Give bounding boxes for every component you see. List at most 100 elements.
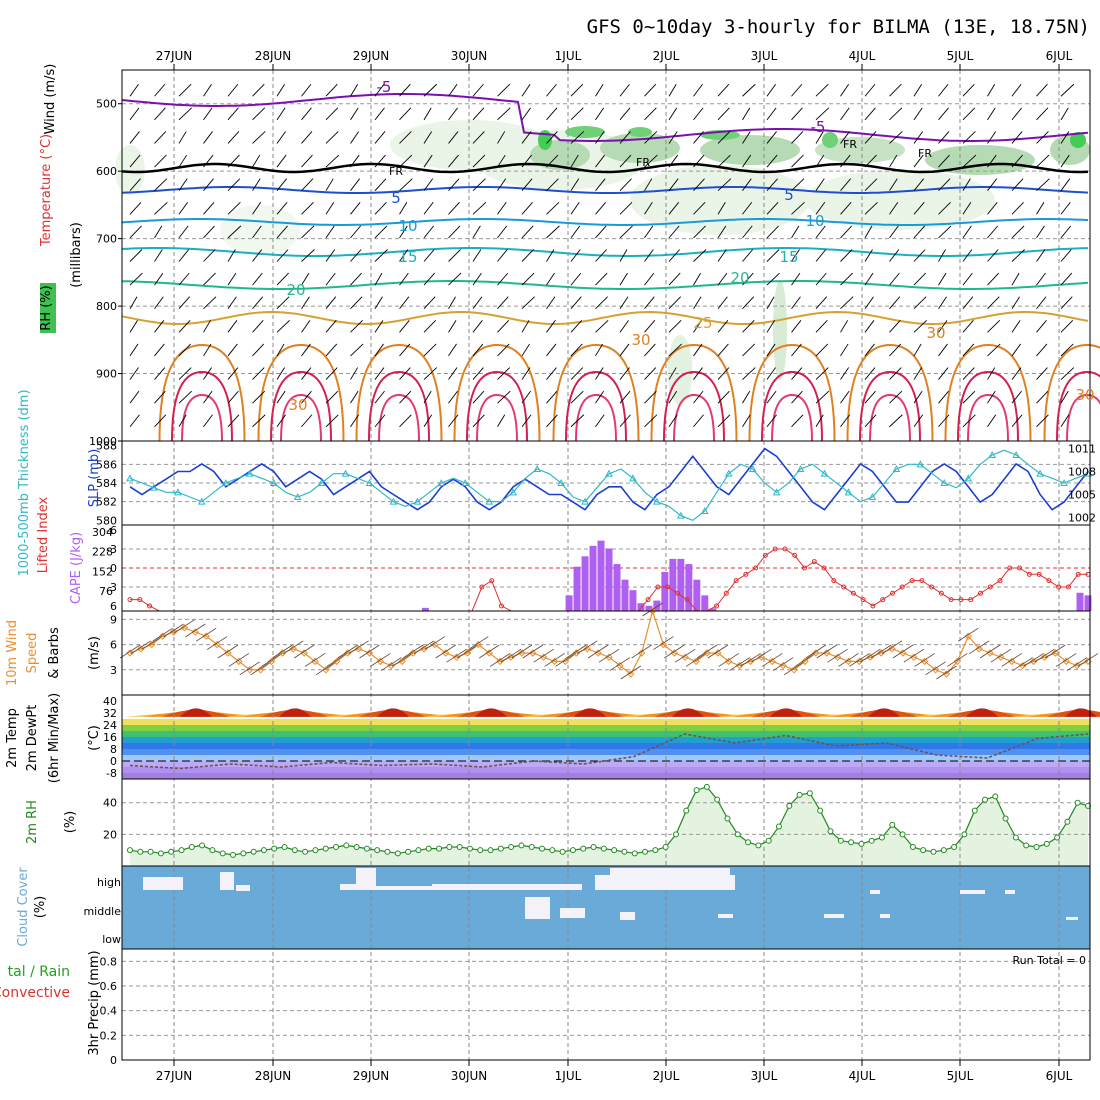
wind-barb: [472, 320, 483, 333]
wind-barb: [276, 343, 285, 357]
wind-barb: [497, 83, 511, 97]
rh2m-point: [559, 848, 566, 855]
wind-barb: [350, 107, 359, 121]
wind-barb: [595, 272, 608, 286]
date-label-top: 28JUN: [255, 49, 292, 63]
wind-barb: [276, 131, 286, 144]
wind-barb: [423, 296, 436, 310]
rh2m-point: [940, 847, 947, 854]
wind-barb: [1036, 296, 1047, 309]
wind-barb: [227, 178, 241, 191]
li-point: [137, 597, 143, 603]
wind-barb: [1011, 367, 1022, 380]
wind-barb: [668, 320, 682, 333]
wind-barb: [840, 367, 850, 380]
wind-barb: [497, 107, 511, 121]
wind-barb: [791, 414, 804, 428]
wind10-point: [322, 666, 330, 674]
wind-barb: [570, 107, 584, 121]
wind-barb: [570, 390, 584, 404]
diurnal-arch: [761, 370, 823, 442]
wind-barb: [938, 367, 949, 380]
wind-barb: [252, 272, 263, 286]
rh2m-point: [425, 845, 432, 852]
wind-barb: [595, 249, 607, 262]
wind10-point: [583, 645, 591, 653]
wind-barb: [840, 201, 852, 215]
wind-barb: [913, 272, 927, 286]
wind10-barb: [707, 644, 729, 659]
wind10-point: [790, 666, 798, 674]
thickness-point: [557, 478, 565, 486]
wind-barb: [962, 390, 976, 404]
diurnal-arch: [771, 393, 813, 442]
wind-barb: [227, 225, 242, 239]
wind10-barb: [849, 653, 870, 667]
wind-barb: [448, 83, 458, 97]
wind-barb: [889, 272, 900, 286]
cloud-block: [880, 914, 890, 918]
date-label-bottom: 6JUL: [1046, 1069, 1073, 1083]
wind10-point: [452, 653, 461, 661]
wind10-point: [1040, 653, 1049, 661]
wind10-barb: [1056, 653, 1077, 667]
wind-barb: [276, 107, 286, 121]
wind-barb: [717, 249, 727, 262]
wind10-point: [1008, 657, 1016, 666]
wind-barb: [1011, 343, 1021, 357]
wind-barb: [472, 249, 482, 262]
wind10-point: [311, 657, 319, 666]
wind-barb: [962, 414, 976, 428]
wind-barb: [644, 225, 654, 239]
wind-barb: [889, 296, 901, 310]
thickness-point: [221, 478, 230, 486]
wind-barb: [1011, 320, 1021, 333]
wind-barb: [840, 414, 851, 428]
cape-bar: [573, 566, 581, 611]
wind-barb: [448, 225, 461, 239]
wind10-barb: [152, 627, 173, 642]
wind-barb: [913, 343, 922, 357]
wind-barb: [938, 343, 948, 357]
wind10-barb: [1001, 653, 1023, 667]
rh2m-point: [569, 847, 576, 854]
wind-barb: [325, 107, 339, 121]
date-label-top: 29JUN: [353, 49, 390, 63]
thickness-point: [916, 460, 925, 468]
wind10-point: [997, 653, 1005, 661]
wind-barb: [644, 107, 657, 121]
wind-barb: [325, 343, 338, 357]
wind-barb: [276, 249, 289, 262]
li-point: [1017, 565, 1023, 571]
cape-bar: [709, 608, 717, 611]
wind-barb: [423, 83, 438, 97]
wind-barb: [301, 154, 313, 168]
wind-barb: [840, 249, 853, 262]
wind-barb: [938, 154, 950, 168]
temp-arch: [1065, 708, 1097, 717]
rh2m-point: [662, 844, 669, 851]
wind-barb: [546, 414, 558, 428]
wind10-point: [278, 649, 287, 657]
contour-label: 15: [398, 248, 417, 266]
wind-barb: [301, 107, 312, 121]
wind-barb: [962, 107, 976, 121]
date-label-top: 5JUL: [947, 49, 974, 63]
temp-arch: [475, 708, 507, 717]
wind-barb: [938, 178, 951, 191]
li-tick: -6: [106, 524, 117, 537]
thickness-point: [317, 478, 326, 486]
rh2m-point: [1054, 834, 1061, 841]
contour-label: 20: [286, 281, 305, 299]
li-point: [723, 590, 729, 596]
temp-ylabel-2: 2m DewPt: [25, 705, 40, 772]
diurnal-arch: [453, 343, 541, 442]
wind10-barb: [195, 627, 217, 642]
li-point: [1075, 571, 1081, 577]
wind10-point: [529, 649, 537, 657]
wind10-barb: [860, 648, 881, 663]
wind-barb: [962, 320, 974, 333]
wind10-barb: [217, 644, 239, 659]
temp-tick: 16: [103, 731, 117, 744]
cloud-level-middle: middle: [83, 905, 121, 918]
